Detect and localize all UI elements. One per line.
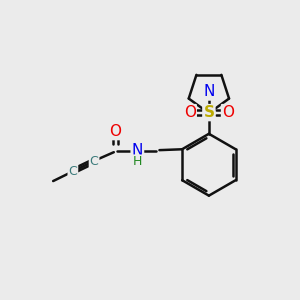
Text: O: O bbox=[109, 124, 121, 139]
Text: S: S bbox=[203, 105, 214, 120]
Text: O: O bbox=[222, 105, 234, 120]
Text: N: N bbox=[203, 85, 214, 100]
Text: H: H bbox=[133, 155, 142, 168]
Text: C: C bbox=[68, 165, 77, 178]
Text: O: O bbox=[184, 105, 196, 120]
Text: N: N bbox=[132, 143, 143, 158]
Text: C: C bbox=[90, 154, 98, 167]
